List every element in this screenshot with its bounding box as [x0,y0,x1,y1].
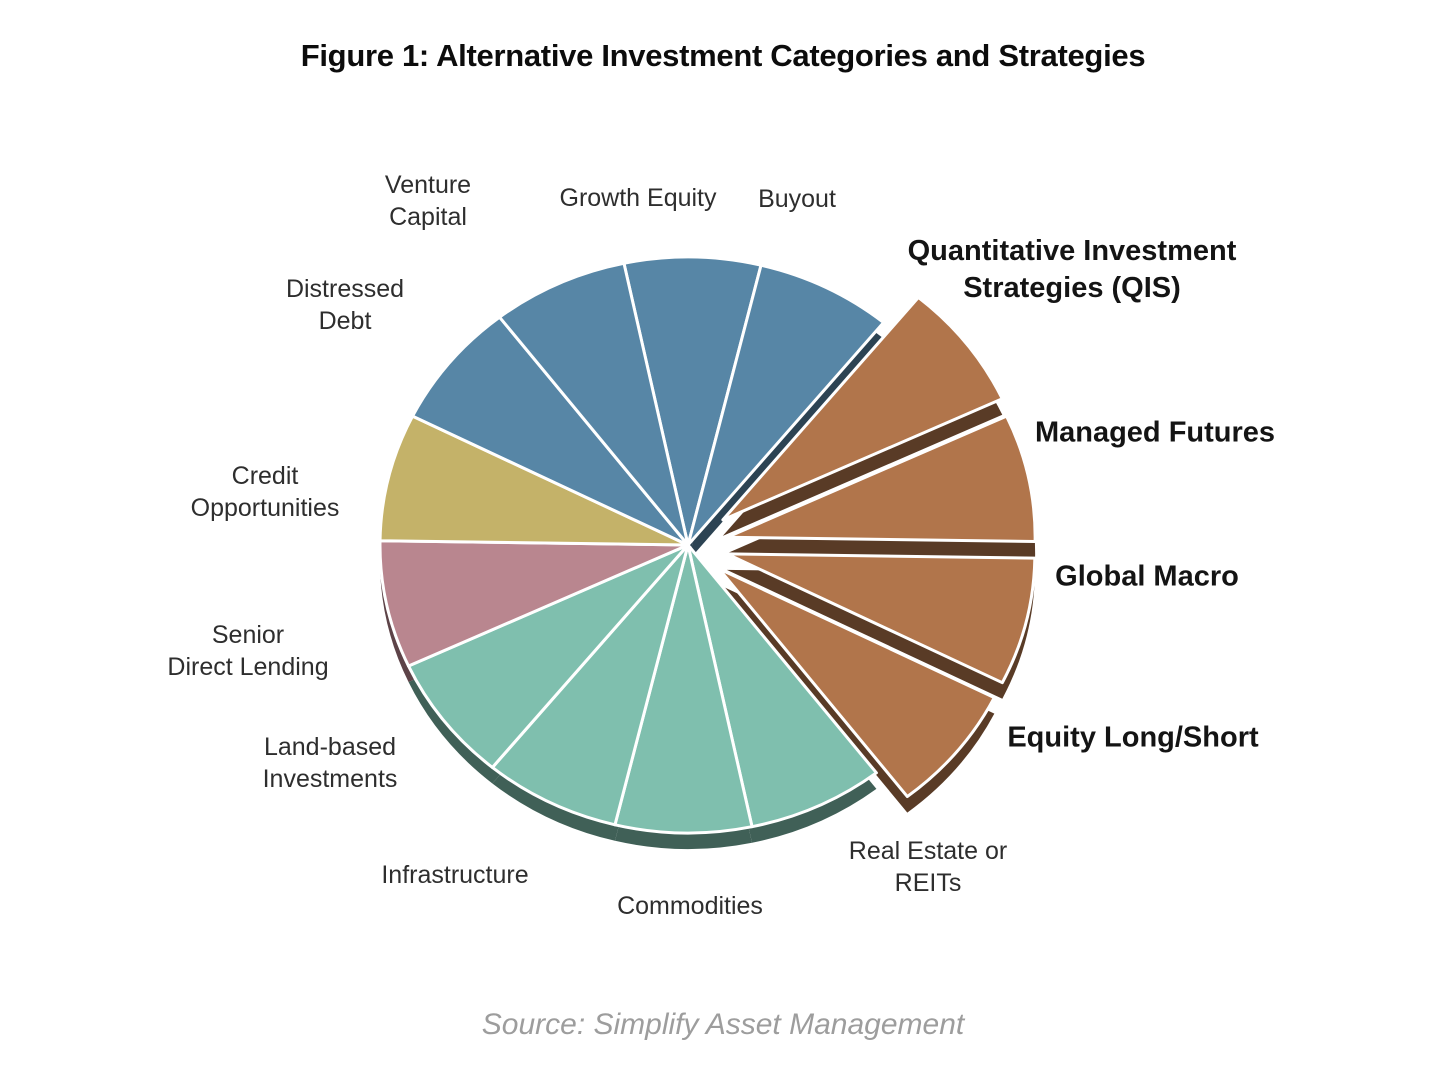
slice-label-qis: Quantitative Investment Strategies (QIS) [907,234,1237,304]
figure-title: Figure 1: Alternative Investment Categor… [300,38,1146,73]
pie-top-layer [378,255,1037,835]
figure-source: Source: Simplify Asset Management [481,1008,965,1041]
slice-label-commodities: Commodities [617,892,763,920]
slice-label-real-estate-reits: Real Estate or REITs [848,837,1008,897]
slice-label-growth-equity: Growth Equity [559,184,717,212]
pie-slice-managed-futures [725,414,1037,544]
slice-label-senior-direct-lending: Senior Direct Lending [167,621,329,681]
slice-label-equity-long-short: Equity Long/Short [1007,721,1259,754]
slice-label-credit-opportunities: Credit Opportunities [190,462,340,522]
slice-label-venture-capital: Venture Capital [384,171,472,231]
pie-slice-credit-opportunities [378,414,690,547]
pie-slice-real-estate-reits [686,543,878,829]
pie-slice-land-based-investments [407,543,690,769]
pie-slice-growth-equity [622,255,763,547]
pie-slice-global-macro [725,552,1037,685]
pie-slice-distressed-debt [411,315,690,547]
pie-slice-equity-long-short [717,567,996,799]
pie-slice-infrastructure [490,543,690,827]
slice-label-land-based: Land-based Investments [262,733,398,793]
pie-slice-qis [721,295,1004,522]
slice-label-managed-futures: Managed Futures [1034,416,1276,449]
pie-slice-commodities [613,543,754,835]
pie-slice-senior-direct-lending [378,539,690,668]
slice-label-global-macro: Global Macro [1055,560,1239,593]
slice-label-distressed-debt: Distressed Debt [285,275,405,335]
slice-label-infrastructure: Infrastructure [381,861,529,889]
pie-slice-venture-capital [498,261,690,547]
pie-slice-buyout [686,263,886,547]
slice-label-buyout: Buyout [758,185,836,213]
